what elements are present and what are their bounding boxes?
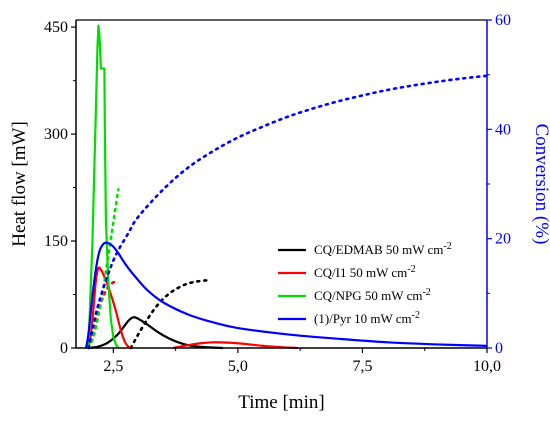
y-left-tick-label: 300 (44, 126, 68, 143)
legend-label-superscript: -2 (443, 241, 451, 252)
y-right-tick-label: 0 (495, 340, 503, 357)
data-layer (84, 24, 489, 350)
x-tick-label: 5,0 (228, 358, 248, 375)
legend-label-superscript: -2 (412, 310, 420, 321)
x-tick-label: 7,5 (352, 358, 372, 375)
heat-flow-line-0 (88, 316, 224, 350)
axes-layer: 0 150 300 450 0 20 40 60 2,5 5,0 7,5 10,0 Time [min]… (9, 12, 550, 413)
conversion-line-1 (129, 278, 210, 350)
heat-flow-line-3 (172, 341, 298, 350)
x-tick-label: 2,5 (103, 358, 123, 375)
conversion-line-8 (87, 74, 489, 350)
y-right-tick-label: 40 (495, 121, 511, 138)
y-right-tick-label: 60 (495, 12, 511, 29)
x-tick-label: 10,0 (473, 358, 501, 375)
heat-flow-line-5 (87, 24, 120, 349)
legend-label: (1)/Pyr 10 mW cm-2 (314, 310, 420, 326)
legend-label: CQ/EDMAB 50 mW cm-2 (314, 241, 452, 257)
legend-label-superscript: -2 (407, 264, 415, 275)
x-axis-title: Time [min] (238, 392, 324, 413)
legend-label-superscript: -2 (422, 287, 430, 298)
y-left-tick-label: 450 (44, 19, 68, 36)
y-right-tick-label: 20 (495, 231, 511, 248)
legend: CQ/EDMAB 50 mW cm-2 CQ/I1 50 mW cm-2 CQ/NP… (278, 241, 452, 326)
legend-label: CQ/NPG 50 mW cm-2 (314, 287, 431, 303)
heat-flow-line-7 (84, 241, 488, 349)
y-left-tick-label: 150 (44, 233, 68, 250)
legend-label: CQ/I1 50 mW cm-2 (314, 264, 416, 280)
y-right-axis-title: Conversion (%) (531, 124, 550, 245)
y-left-axis-title: Heat flow [mW] (9, 121, 30, 247)
y-left-tick-label: 0 (60, 340, 68, 357)
